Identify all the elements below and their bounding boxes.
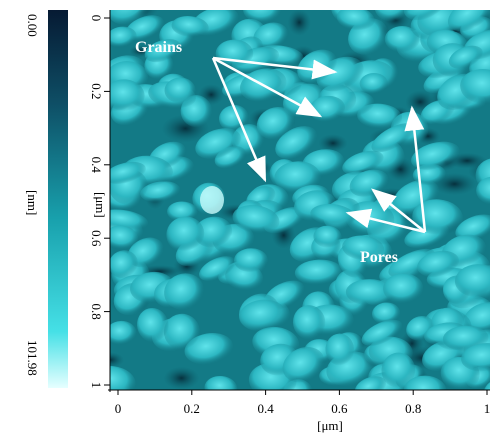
colorbar-max: 101.98 bbox=[25, 340, 40, 376]
y-tick-label: 1 bbox=[89, 382, 104, 389]
x-tick-label: 1 bbox=[484, 401, 491, 416]
y-axis-label: [μm] bbox=[93, 192, 108, 218]
x-tick-label: 0.2 bbox=[184, 401, 200, 416]
pore bbox=[288, 9, 311, 36]
x-tick-label: 0 bbox=[115, 401, 122, 416]
x-tick-label: 0.8 bbox=[405, 401, 421, 416]
y-tick-label: 0.8 bbox=[89, 303, 104, 319]
y-tick-label: 0.2 bbox=[89, 83, 104, 99]
afm-figure: 0.00 [nm] 101.98 [μm] [μm] 0 0.2 0.4 0.6 0.8… bbox=[0, 0, 492, 435]
y-tick-label: 0.6 bbox=[89, 230, 104, 247]
x-tick-label: 0.6 bbox=[331, 401, 348, 416]
colorbar bbox=[48, 10, 68, 388]
annotation-grains: Grains bbox=[135, 39, 182, 56]
annotation-pores: Pores bbox=[360, 249, 398, 266]
colorbar-unit: [nm] bbox=[25, 190, 40, 215]
afm-image bbox=[87, 0, 492, 411]
y-tick-label: 0.4 bbox=[89, 157, 104, 174]
x-axis-label: [μm] bbox=[317, 418, 343, 433]
colorbar-min: 0.00 bbox=[25, 14, 40, 37]
y-tick-label: 0 bbox=[89, 15, 104, 22]
x-tick-label: 0.4 bbox=[257, 401, 274, 416]
pore bbox=[164, 367, 200, 390]
bright-grain bbox=[200, 186, 224, 214]
